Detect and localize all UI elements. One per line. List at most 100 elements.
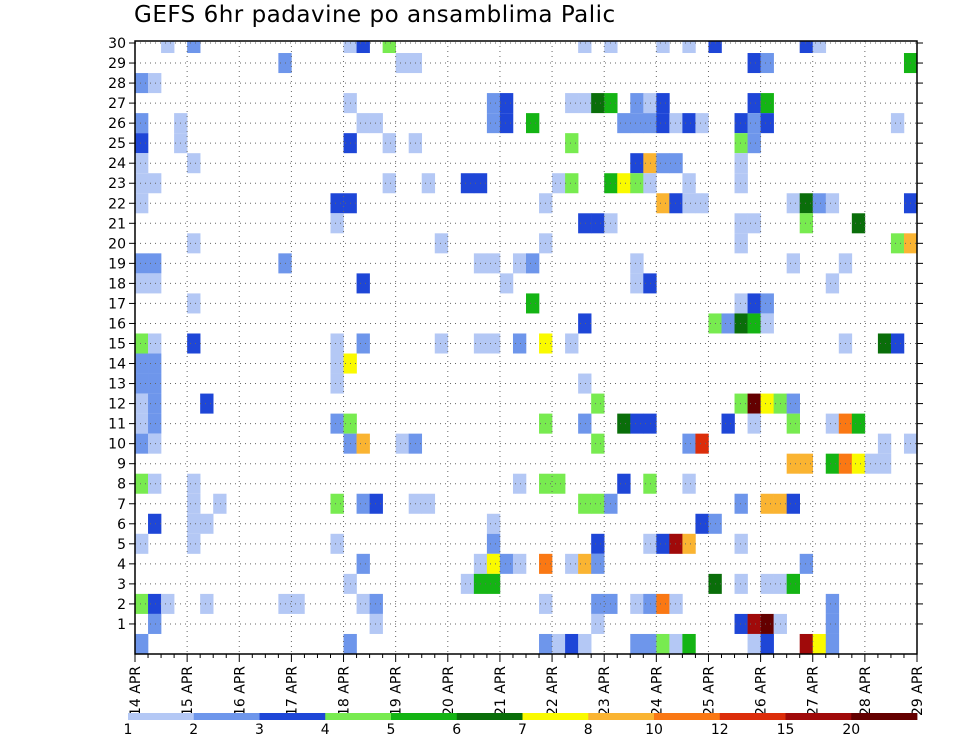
heatmap-cell <box>565 633 579 654</box>
colorbar-swatch <box>785 713 852 720</box>
colorbar-swatch <box>588 713 655 720</box>
heatmap-cell <box>656 633 670 654</box>
heatmap-cell <box>682 113 696 134</box>
x-tick-label: 20 APR <box>441 666 457 716</box>
x-tick-label: 18 APR <box>337 666 353 716</box>
heatmap-cell <box>135 173 149 194</box>
heatmap-cell <box>486 513 501 534</box>
heatmap-cell <box>187 233 201 254</box>
heatmap-cell <box>877 333 892 354</box>
heatmap-cell <box>135 433 149 454</box>
colorbar-tick-label: 15 <box>777 722 795 738</box>
colorbar-tick-label: 7 <box>518 722 527 738</box>
x-axis: 14 APR 15 APR 16 APR 17 APR 18 APR 19 APR 20 A… <box>128 654 926 716</box>
colorbar-tick-label: 12 <box>711 722 729 738</box>
heatmap-cell <box>630 413 644 434</box>
heatmap-cell <box>135 533 149 554</box>
heatmap-cell <box>760 113 774 134</box>
y-tick-label: 27 <box>108 96 126 112</box>
colorbar: 1 2 3 4 5 6 7 8 10 12 15 20 <box>124 713 918 738</box>
x-tick-label: 24 APR <box>649 666 665 716</box>
heatmap-cell <box>786 193 800 214</box>
heatmap-cell <box>486 253 501 274</box>
heatmap-cell <box>734 313 748 334</box>
heatmap-cell <box>161 41 175 54</box>
heatmap-cell <box>734 393 748 414</box>
heatmap-cell <box>148 613 162 634</box>
colorbar-swatch <box>391 713 458 720</box>
heatmap-cell <box>486 553 501 574</box>
heatmap-cell <box>617 413 631 434</box>
colorbar-tick-label: 20 <box>842 722 860 738</box>
heatmap-cell <box>356 433 370 454</box>
heatmap-cell <box>135 73 149 94</box>
y-tick-label: 14 <box>108 357 126 373</box>
heatmap-cell <box>786 493 800 514</box>
heatmap-cell <box>356 41 370 54</box>
heatmap-cell <box>578 493 592 514</box>
x-tick-label: 23 APR <box>597 666 613 716</box>
heatmap-cell <box>630 153 644 174</box>
heatmap-cell <box>695 113 709 134</box>
heatmap-cell <box>760 53 774 74</box>
heatmap-cell <box>330 353 344 374</box>
colorbar-swatch <box>719 713 786 720</box>
heatmap-cell <box>656 153 670 174</box>
heatmap-cells <box>135 41 918 654</box>
heatmap-cell <box>786 413 800 434</box>
heatmap-cell <box>343 633 357 654</box>
heatmap-cell <box>148 373 162 394</box>
y-tick-label: 28 <box>108 76 126 92</box>
heatmap-cell <box>786 253 800 274</box>
heatmap-cell <box>578 41 592 54</box>
heatmap-cell <box>356 553 370 574</box>
heatmap-cell <box>669 153 683 174</box>
heatmap-cell <box>200 593 214 614</box>
x-tick-label: 15 APR <box>180 666 196 716</box>
heatmap-cell <box>591 613 605 634</box>
heatmap-cell <box>591 593 605 614</box>
heatmap-cell <box>591 433 605 454</box>
heatmap-cell <box>890 333 905 354</box>
y-tick-label: 20 <box>108 236 126 252</box>
heatmap-cell <box>643 633 657 654</box>
heatmap-cell <box>148 73 162 94</box>
heatmap-cell <box>591 493 605 514</box>
heatmap-cell <box>591 213 605 234</box>
chart-title: GEFS 6hr padavine po ansamblima Palic <box>134 2 616 28</box>
heatmap-cell <box>734 113 748 134</box>
heatmap-cell <box>760 313 774 334</box>
heatmap-cell <box>799 213 814 234</box>
heatmap-cell <box>682 633 696 654</box>
heatmap-cell <box>343 41 357 54</box>
heatmap-cell <box>369 613 383 634</box>
heatmap-cell <box>760 93 774 114</box>
heatmap-cell <box>499 553 514 574</box>
x-tick-label: 16 APR <box>232 666 248 716</box>
heatmap-cell <box>578 373 592 394</box>
heatmap-cell <box>526 253 540 274</box>
y-tick-label: 23 <box>108 176 126 192</box>
heatmap-cell <box>187 513 201 534</box>
grid-lines <box>135 41 917 654</box>
y-tick-label: 24 <box>108 156 126 172</box>
heatmap-cell <box>512 253 527 274</box>
heatmap-cell <box>200 513 214 534</box>
heatmap-cell <box>734 573 748 594</box>
heatmap-cell <box>135 473 149 494</box>
heatmap-cell <box>682 433 696 454</box>
x-tick-label: 17 APR <box>284 666 300 716</box>
heatmap-cell <box>825 193 840 214</box>
colorbar-tick-label: 6 <box>452 722 461 738</box>
heatmap-cell <box>135 633 149 654</box>
heatmap-cell <box>760 493 774 514</box>
y-tick-label: 18 <box>108 276 126 292</box>
heatmap-cell <box>695 513 709 534</box>
heatmap-cell <box>656 533 670 554</box>
heatmap-cell <box>656 113 670 134</box>
heatmap-cell <box>213 493 227 514</box>
y-tick-label: 25 <box>108 136 126 152</box>
heatmap-cell <box>890 233 905 254</box>
heatmap-cell <box>643 113 657 134</box>
heatmap-cell <box>565 333 579 354</box>
